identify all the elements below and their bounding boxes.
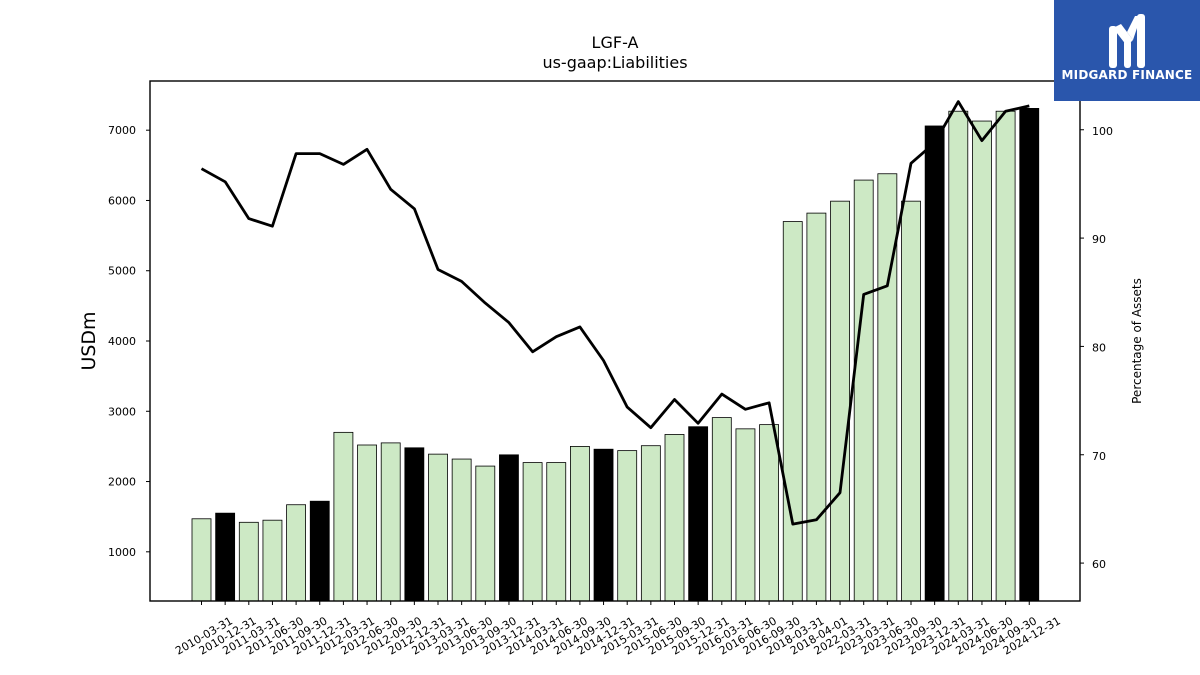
y2-axis-label: Percentage of Assets [1130,278,1144,404]
y2-tick-label: 80 [1092,341,1106,354]
bar [262,519,283,602]
bar [1019,108,1040,602]
chart-title: LGF-A [592,33,639,52]
y-tick-label: 2000 [108,476,136,489]
bar [357,444,377,602]
percentage-line [200,100,1030,526]
y-tick-label: 7000 [108,124,136,137]
bar [333,431,354,602]
y-tick-label: 5000 [108,265,136,278]
y-tick-label: 4000 [108,335,136,348]
right-y-axis: 60 70 80 90 100 [1080,125,1113,571]
bar [735,428,756,602]
bar [995,110,1016,602]
bar [451,458,472,602]
bar [522,462,543,602]
bar [806,212,827,602]
bar [475,465,496,602]
bar [593,448,614,602]
bar [617,450,638,602]
left-y-axis: 1000 2000 3000 4000 5000 6000 7000 [108,124,150,559]
bar [688,426,709,602]
bar [877,173,898,602]
y2-tick-label: 70 [1092,450,1106,463]
chart-subtitle: us-gaap:Liabilities [542,53,687,72]
bar-series [191,108,1040,602]
bar [924,125,945,602]
bar [664,434,685,602]
bar [782,221,803,602]
y-tick-label: 1000 [108,546,136,559]
percentage-line-series [200,100,1030,526]
x-axis: 2010-03-312010-12-312011-03-312011-06-30… [173,601,1063,658]
bar [830,200,850,602]
logo-text: MIDGARD FINANCE [1061,68,1193,82]
bar [546,462,567,602]
bar [901,200,921,602]
y2-tick-label: 60 [1092,558,1106,571]
bar [972,120,992,602]
bar [238,521,259,602]
y2-tick-label: 90 [1092,233,1106,246]
bar [759,424,779,602]
y-tick-label: 6000 [108,194,136,207]
bar [215,512,236,602]
bar [853,179,874,602]
bar [948,110,969,602]
bar [570,446,590,602]
midgard-finance-logo: MIDGARD FINANCE [1054,0,1200,101]
midgard-m-logo-icon [1109,14,1145,68]
y2-tick-label: 100 [1092,125,1113,138]
bar [711,417,732,602]
bar [499,454,519,602]
y-tick-label: 3000 [108,405,136,418]
bar [428,453,448,602]
bar [640,445,661,602]
bar [309,500,330,602]
bar [404,447,425,602]
bar [191,518,212,602]
plot-frame [149,80,1081,602]
y-axis-label: USDm [78,311,100,370]
bar [380,442,401,602]
bar [286,504,307,602]
